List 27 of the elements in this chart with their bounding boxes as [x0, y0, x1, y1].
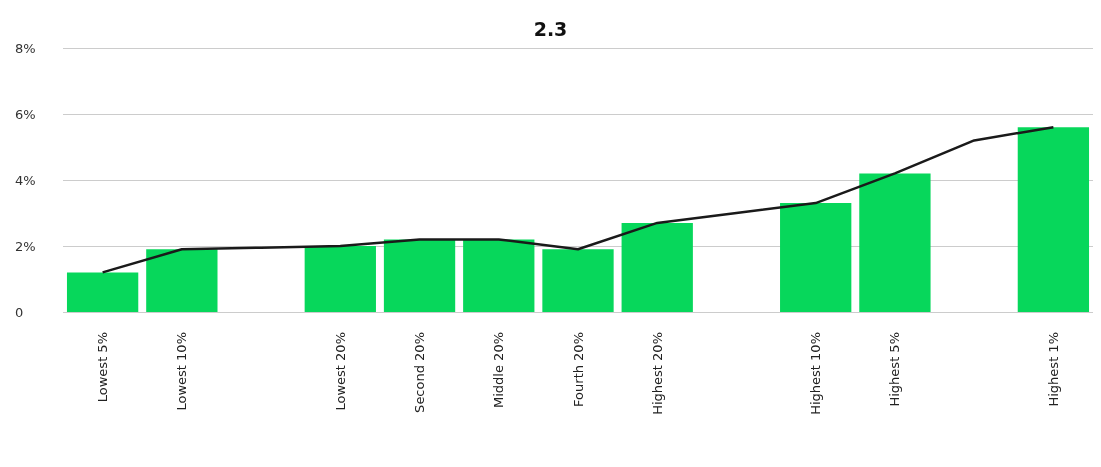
y-tick-label: 0	[15, 304, 24, 320]
line-series	[101, 125, 1055, 274]
bar	[542, 249, 614, 312]
x-tick-label: Second 20%	[412, 332, 428, 413]
bar	[780, 203, 852, 312]
x-tick-label: Highest 20%	[649, 332, 665, 415]
x-tick-label: Fourth 20%	[570, 332, 586, 407]
y-tick-label: 4%	[15, 172, 36, 188]
bar	[1017, 127, 1090, 312]
chart-title: 2.3	[533, 17, 568, 40]
bar	[859, 173, 931, 312]
bar	[621, 222, 693, 312]
y-tick-label: 8%	[15, 40, 36, 56]
x-tick-label: Lowest 5%	[95, 332, 111, 403]
x-tick-label: Highest 5%	[887, 332, 903, 407]
y-tick-label: 6%	[15, 106, 36, 122]
bar	[463, 239, 535, 312]
bar	[383, 239, 456, 312]
bar	[304, 246, 376, 312]
bar	[66, 272, 139, 312]
x-tick-label: Lowest 20%	[332, 332, 348, 411]
x-tick-label: Lowest 10%	[174, 332, 190, 411]
bar	[146, 249, 218, 312]
x-tick-label: Middle 20%	[491, 332, 507, 408]
y-tick-label: 2%	[15, 238, 36, 254]
x-tick-label: Highest 1%	[1045, 332, 1061, 407]
x-tick-label: Highest 10%	[808, 332, 824, 415]
